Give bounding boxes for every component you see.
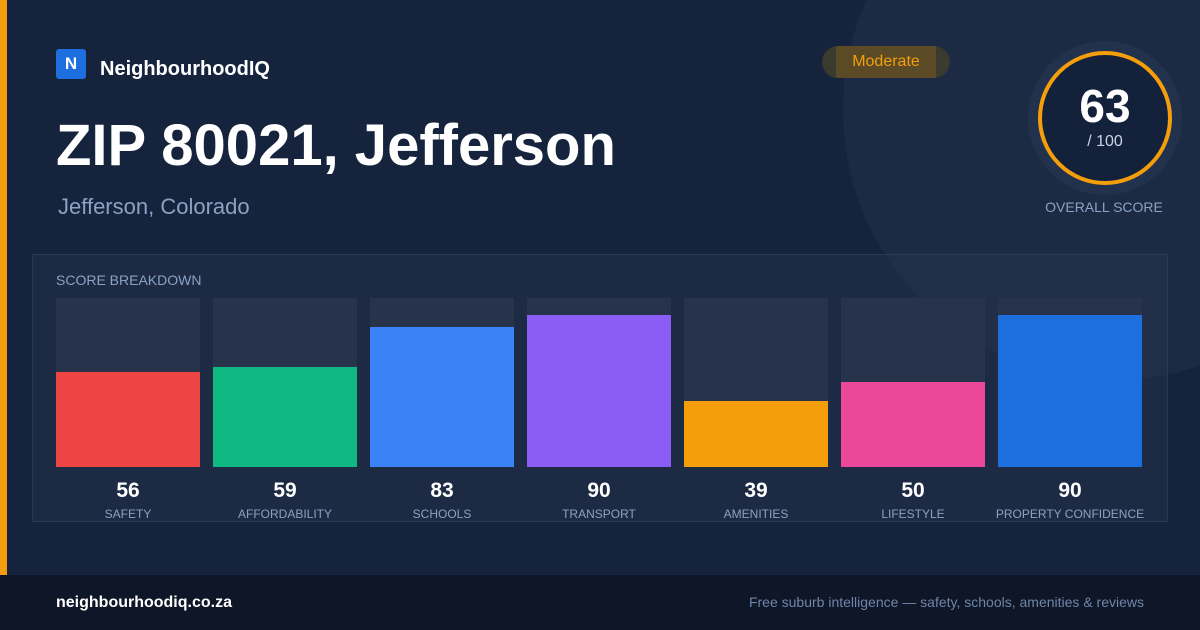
bar-track [56, 298, 200, 467]
bar [370, 327, 514, 467]
bar-track [213, 298, 357, 467]
brand: N NeighbourhoodIQ [56, 46, 270, 81]
bar [684, 401, 828, 467]
bar-column: 39 AMENITIES [684, 298, 828, 521]
score-breakdown-panel: SCORE BREAKDOWN 56 SAFETY 59 AFFORDABILITY 8… [32, 254, 1168, 522]
overall-score-ring: 63 / 100 [1038, 51, 1172, 185]
bar-category-label: LIFESTYLE [881, 507, 945, 521]
overall-score-max: / 100 [1087, 133, 1123, 150]
bar-category-label: TRANSPORT [562, 507, 636, 521]
bar-column: 83 SCHOOLS [370, 298, 514, 521]
bar-value-label: 83 [430, 479, 454, 502]
bar-column: 59 AFFORDABILITY [213, 298, 357, 521]
bar-value-label: 56 [116, 479, 140, 502]
bar-column: 90 TRANSPORT [527, 298, 671, 521]
footer-url[interactable]: neighbourhoodiq.co.za [56, 594, 232, 611]
bar [998, 315, 1142, 467]
bar-track [527, 298, 671, 467]
bar-track [841, 298, 985, 467]
footer: neighbourhoodiq.co.za Free suburb intell… [0, 575, 1200, 630]
bar-track [998, 298, 1142, 467]
bar-category-label: SAFETY [104, 507, 152, 521]
brand-logo-icon: N [56, 48, 86, 79]
bar-column: 50 LIFESTYLE [841, 298, 985, 521]
bar-column: 56 SAFETY [56, 298, 200, 521]
rating-badge-label: Moderate [852, 53, 920, 70]
bar-value-label: 90 [1058, 479, 1082, 502]
accent-bar [0, 0, 7, 575]
share-card: N NeighbourhoodIQ Moderate ZIP 80021, Je… [0, 0, 1172, 575]
bar-category-label: SCHOOLS [412, 507, 472, 521]
overall-score-label: OVERALL SCORE [1045, 199, 1163, 215]
bar-category-label: AFFORDABILITY [237, 507, 332, 521]
bar-value-label: 59 [273, 479, 297, 502]
page-subtitle: Jefferson, Colorado [58, 194, 250, 219]
bar [527, 315, 671, 467]
bar [56, 372, 200, 467]
overall-score-value: 63 [1079, 80, 1131, 132]
bar-column: 90 PROPERTY CONFIDENCE [996, 298, 1144, 521]
bar-track [684, 298, 828, 467]
score-ring-circle [1038, 51, 1172, 185]
breakdown-title: SCORE BREAKDOWN [56, 272, 202, 288]
bar-category-label: AMENITIES [723, 507, 789, 521]
bar-value-label: 39 [744, 479, 768, 502]
page-title: ZIP 80021, Jefferson [56, 113, 616, 178]
brand-name: NeighbourhoodIQ [100, 58, 270, 80]
footer-tagline: Free suburb intelligence — safety, schoo… [748, 594, 1144, 610]
bar [213, 367, 357, 467]
rating-badge: Moderate [822, 46, 950, 78]
bar-track [370, 298, 514, 467]
bar-value-label: 50 [901, 479, 925, 502]
bar [841, 382, 985, 467]
bar-value-label: 90 [587, 479, 611, 502]
bar-category-label: PROPERTY CONFIDENCE [995, 507, 1145, 521]
